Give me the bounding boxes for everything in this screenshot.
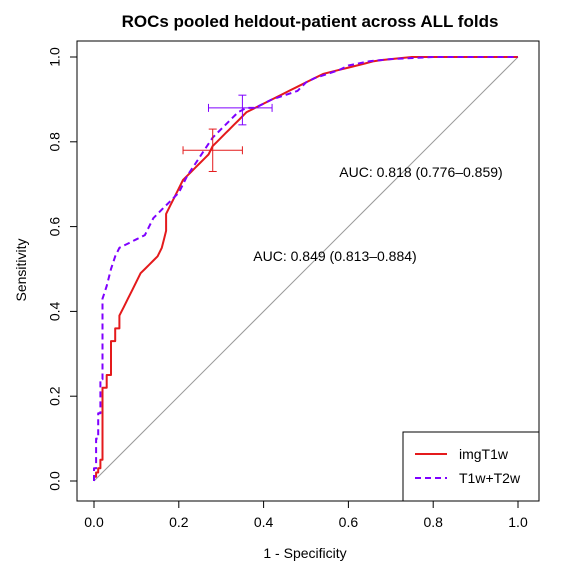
legend-label-t1w-t2w: T1w+T2w (459, 470, 521, 486)
legend: imgT1w T1w+T2w (402, 431, 540, 502)
y-tick-label: 1.0 (47, 47, 63, 67)
x-axis-label: 1 - Specificity (263, 545, 346, 561)
y-tick-label: 0.8 (47, 132, 63, 152)
x-tick-label: 0.2 (169, 514, 189, 530)
x-tick-label: 0.8 (423, 514, 443, 530)
y-tick-label: 0.4 (47, 301, 63, 321)
operating-points (182, 94, 273, 172)
operating-point-imgT1w (182, 128, 243, 172)
chart-title: ROCs pooled heldout-patient across ALL f… (122, 12, 499, 31)
x-tick-label: 0.6 (339, 514, 359, 530)
y-axis: 0.0 0.2 0.4 0.6 0.8 1.0 (47, 47, 78, 491)
x-tick-label: 0.4 (254, 514, 274, 530)
auc-label-imgT1w: AUC: 0.818 (0.776–0.859) (339, 164, 502, 180)
operating-point-t1w-t2w (207, 94, 273, 126)
x-tick-label: 1.0 (508, 514, 528, 530)
y-axis-label: Sensitivity (13, 238, 29, 301)
y-tick-label: 0.0 (47, 471, 63, 491)
roc-curves (93, 56, 518, 481)
x-tick-label: 0.0 (84, 514, 104, 530)
legend-label-imgT1w: imgT1w (459, 446, 509, 462)
auc-label-t1w-t2w: AUC: 0.849 (0.813–0.884) (253, 248, 416, 264)
y-tick-label: 0.6 (47, 217, 63, 237)
y-tick-label: 0.2 (47, 386, 63, 406)
roc-curve-t1w-t2w (93, 56, 518, 481)
legend-box (402, 431, 540, 502)
x-axis: 0.0 0.2 0.4 0.6 0.8 1.0 (84, 500, 528, 530)
chance-diagonal (93, 56, 519, 482)
